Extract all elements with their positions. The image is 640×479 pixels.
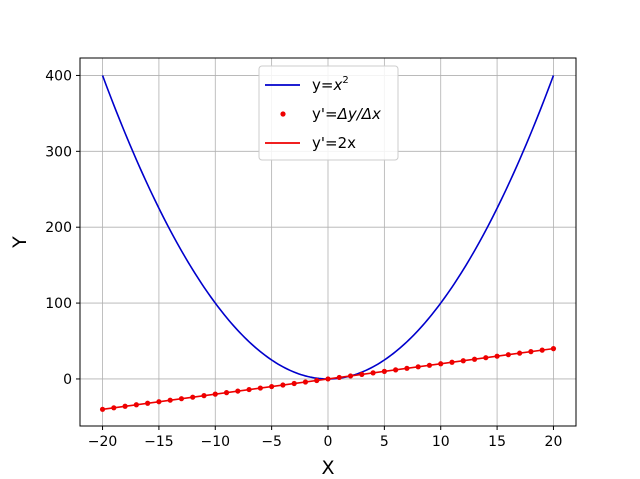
legend-label-parabola-math: x [332, 76, 342, 94]
series-line-2 [102, 347, 554, 411]
legend-swatch-difference-quotient [280, 111, 286, 117]
legend-label-difference-quotient-math: Δy/Δx [337, 105, 381, 123]
x-tick-label-5: 5 [380, 434, 389, 450]
x-tick-label-6: 10 [432, 434, 450, 450]
x-tick-label-1: −15 [144, 434, 174, 450]
legend-label-parabola: y=x2 [312, 75, 349, 94]
y-tick-label-1: 100 [45, 296, 72, 312]
y-tick-label-2: 200 [45, 220, 72, 236]
x-axis-label: X [321, 457, 334, 479]
y-tick-label-4: 400 [45, 68, 72, 84]
x-tick-label-4: 0 [324, 434, 333, 450]
x-tick-label-7: 15 [488, 434, 506, 450]
series-point-1-0 [99, 406, 106, 412]
legend-label-parabola-prefix: y= [312, 76, 333, 94]
x-tick-label-0: −20 [88, 434, 118, 450]
legend-label-derivative: y'=2x [312, 134, 356, 152]
series-point-1-40 [550, 346, 557, 352]
legend: y=x2 y'=Δy/Δx y'=2x [258, 65, 399, 161]
legend-label-difference-quotient-prefix: y'= [312, 105, 338, 123]
legend-label-difference-quotient: y'=Δy/Δx [312, 105, 381, 123]
y-tick-label-0: 0 [63, 372, 72, 388]
series-layer [99, 75, 557, 412]
x-tick-label-2: −10 [200, 434, 230, 450]
legend-label-derivative-prefix: y'=2x [312, 134, 356, 152]
legend-box [258, 65, 399, 161]
legend-label-parabola-exponent: 2 [342, 75, 348, 86]
x-tick-label-8: 20 [545, 434, 563, 450]
x-tick-label-3: −5 [261, 434, 282, 450]
y-axis-label: Y [9, 236, 31, 249]
y-tick-label-3: 300 [45, 144, 72, 160]
